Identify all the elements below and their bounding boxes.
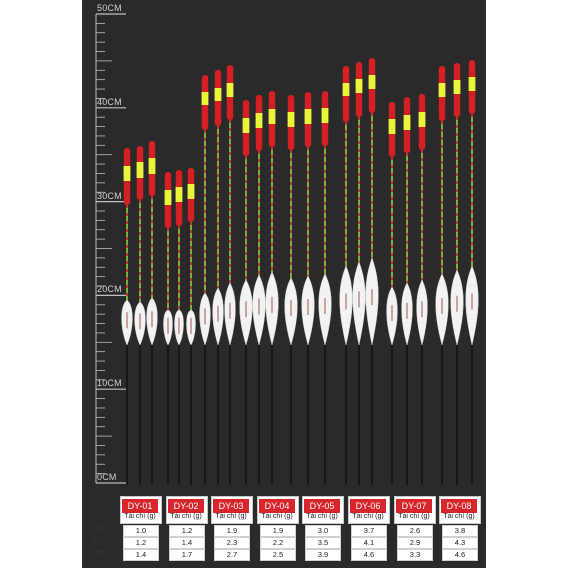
weight-cell: 2.9 [397, 537, 433, 549]
ruler-label: 10CM [97, 378, 122, 389]
float-tip-band [268, 109, 276, 124]
weight-cell: 3.5 [305, 537, 341, 549]
weight-cell: 4.6 [442, 549, 478, 561]
weight-cell: 3.8 [442, 525, 478, 537]
floats-illustration [95, 13, 479, 485]
weight-cell: 1.9 [260, 525, 296, 537]
weight-subheader: Tải chì (g) [170, 513, 202, 520]
weight-cell: 1.9 [214, 525, 250, 537]
model-name: DY-05 [304, 499, 340, 513]
weight-cell: 3.7 [351, 525, 387, 537]
float-tip-band [321, 108, 329, 123]
float-tip-band [123, 166, 131, 181]
weight-subheader: Tải chì (g) [124, 513, 156, 520]
float-tip-band [438, 83, 446, 97]
weight-cell: 1.2 [123, 537, 159, 549]
float-tip-band [388, 119, 396, 134]
float-tip-band [255, 113, 263, 128]
weight-cell: 3.3 [397, 549, 433, 561]
ruler-label: 50CM [97, 3, 122, 13]
weight-cell: 2.7 [214, 549, 250, 561]
model-name: DY-07 [396, 499, 432, 513]
model-name: DY-06 [350, 499, 386, 513]
row-label: 2号 [93, 537, 105, 546]
weight-cell: 1.4 [123, 549, 159, 561]
float-tip-band [201, 92, 209, 105]
weight-cell: 4.1 [351, 537, 387, 549]
ruler-label: 20CM [97, 284, 122, 295]
row-label: 1号 [93, 525, 105, 534]
model-name: DY-02 [168, 499, 204, 513]
weight-subheader: Tải chì (g) [443, 513, 475, 520]
weight-subheader: Tải chì (g) [398, 513, 430, 520]
weight-cell: 1.0 [123, 525, 159, 537]
float-tip-band [175, 187, 183, 202]
weight-cell: 3.0 [305, 525, 341, 537]
float-tip-band [226, 83, 234, 97]
float-tip-band [468, 77, 476, 91]
weight-cell: 4.3 [442, 537, 478, 549]
weight-cell: 4.6 [351, 549, 387, 561]
ruler-label: 40CM [97, 96, 122, 107]
dark-panel [82, 0, 486, 568]
weight-cell: 2.6 [397, 525, 433, 537]
weight-cell: 1.4 [169, 537, 205, 549]
model-name: DY-08 [441, 499, 477, 513]
weight-subheader: Tải chì (g) [306, 513, 338, 520]
float-tip-band [304, 109, 312, 124]
weight-subheader: Tải chì (g) [215, 513, 247, 520]
float-tip-band [418, 112, 426, 127]
model-name: DY-01 [122, 499, 158, 513]
weight-cell: 2.5 [260, 549, 296, 561]
ruler-label: 30CM [97, 190, 122, 201]
float-tip-band [368, 75, 376, 89]
float-tip-band [287, 112, 295, 127]
weight-subheader: Tải chì (g) [352, 513, 384, 520]
float-tip-band [342, 83, 350, 96]
float-tip-band [453, 80, 461, 94]
weight-cell: 2.2 [260, 537, 296, 549]
float-tip-band [164, 190, 172, 205]
float-tip-band [242, 118, 250, 133]
row-label: 3号 [93, 549, 105, 558]
float-tip-band [214, 88, 222, 101]
model-name: DY-03 [213, 499, 249, 513]
ruler-label: 0CM [97, 472, 117, 482]
float-tip-band [187, 184, 195, 199]
model-name: DY-04 [259, 499, 295, 513]
weight-cell: 1.2 [169, 525, 205, 537]
weight-cell: 3.9 [305, 549, 341, 561]
weight-cell: 2.3 [214, 537, 250, 549]
weight-cell: 1.7 [169, 549, 205, 561]
float-tip-band [355, 79, 363, 93]
float-tip-band [403, 115, 411, 130]
float-tip-band [136, 162, 144, 178]
float-tip-band [148, 158, 156, 174]
weight-subheader: Tải chì (g) [261, 513, 293, 520]
